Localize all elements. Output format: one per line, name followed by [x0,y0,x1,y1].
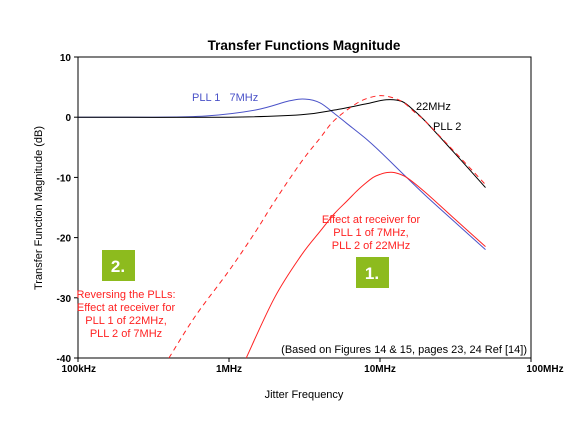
effect-line-1: Effect at receiver for [322,214,421,226]
y-axis-label: Transfer Function Magnitude (dB) [33,126,45,290]
chart-title: Transfer Functions Magnitude [208,38,401,53]
plot-frame [77,56,532,359]
y-tick-label: -20 [57,234,72,245]
pll2-label: PLL 2 [433,121,461,133]
badge-2-box [102,250,135,281]
x-tick-label: 100MHz [526,364,563,375]
badge-2: 2. [102,250,135,281]
series-line-4 [245,171,486,359]
series-layer [77,95,486,359]
reverse-annotation: Reversing the PLLs: Effect at receiver f… [76,289,175,340]
x-tick-label: 1MHz [216,364,242,375]
x-axis-ticks: 100kHz 1MHz 10MHz 100MHz [62,358,564,375]
y-tick-label: 0 [65,113,71,124]
x-axis-label: Jitter Frequency [265,389,344,401]
y-tick-label: -10 [57,173,72,184]
reverse-line-1: Reversing the PLLs: [76,289,175,301]
source-note: (Based on Figures 14 & 15, pages 23, 24 … [281,344,527,356]
x-tick-label: 10MHz [364,364,396,375]
x-tick-label: 100kHz [62,364,96,375]
reverse-line-4: PLL 2 of 7MHz [90,328,162,340]
badge-2-text: 2. [111,257,125,276]
series-line-2 [77,99,486,188]
effect-line-2: PLL 1 of 7MHz, [333,227,408,239]
effect-annotation: Effect at receiver for PLL 1 of 7MHz, PL… [322,214,421,252]
22mhz-label: 22MHz [416,101,451,113]
y-tick-label: 10 [60,53,72,64]
y-axis-ticks: 10 0 -10 -20 -30 -40 [57,53,78,365]
reverse-line-3: PLL 1 of 22MHz, [85,315,167,327]
series-line-3 [168,95,486,359]
effect-line-3: PLL 2 of 22MHz [332,240,410,252]
y-tick-label: -40 [57,354,72,365]
badge-1-box [356,257,389,288]
reverse-line-2: Effect at receiver for [77,302,176,314]
series-line-1 [77,98,486,250]
badge-1: 1. [356,257,389,288]
y-tick-label: -30 [57,294,72,305]
pll1-7mhz-label: PLL 1 7MHz [192,92,258,104]
badge-1-text: 1. [365,264,379,283]
